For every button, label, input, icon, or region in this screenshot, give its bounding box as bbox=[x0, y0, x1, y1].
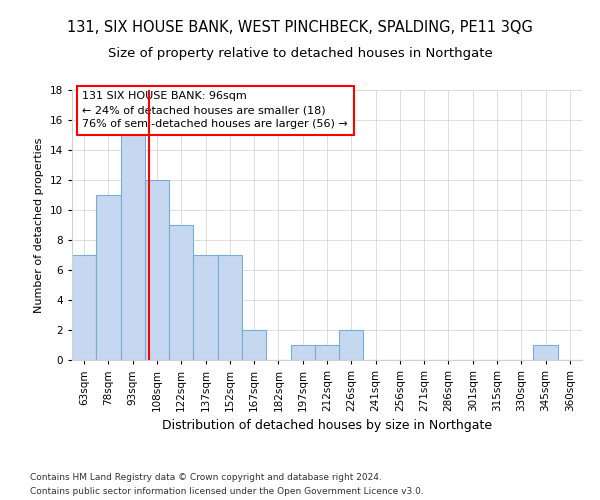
Bar bbox=[121, 135, 145, 360]
Bar bbox=[193, 255, 218, 360]
Bar bbox=[315, 345, 339, 360]
Bar bbox=[533, 345, 558, 360]
Text: 131 SIX HOUSE BANK: 96sqm
← 24% of detached houses are smaller (18)
76% of semi-: 131 SIX HOUSE BANK: 96sqm ← 24% of detac… bbox=[82, 92, 348, 130]
Text: 131, SIX HOUSE BANK, WEST PINCHBECK, SPALDING, PE11 3QG: 131, SIX HOUSE BANK, WEST PINCHBECK, SPA… bbox=[67, 20, 533, 35]
Y-axis label: Number of detached properties: Number of detached properties bbox=[34, 138, 44, 312]
Text: Size of property relative to detached houses in Northgate: Size of property relative to detached ho… bbox=[107, 48, 493, 60]
Bar bbox=[290, 345, 315, 360]
Bar bbox=[145, 180, 169, 360]
X-axis label: Distribution of detached houses by size in Northgate: Distribution of detached houses by size … bbox=[162, 420, 492, 432]
Bar bbox=[218, 255, 242, 360]
Text: Contains public sector information licensed under the Open Government Licence v3: Contains public sector information licen… bbox=[30, 488, 424, 496]
Bar bbox=[169, 225, 193, 360]
Bar bbox=[242, 330, 266, 360]
Bar bbox=[96, 195, 121, 360]
Bar bbox=[72, 255, 96, 360]
Text: Contains HM Land Registry data © Crown copyright and database right 2024.: Contains HM Land Registry data © Crown c… bbox=[30, 472, 382, 482]
Bar bbox=[339, 330, 364, 360]
